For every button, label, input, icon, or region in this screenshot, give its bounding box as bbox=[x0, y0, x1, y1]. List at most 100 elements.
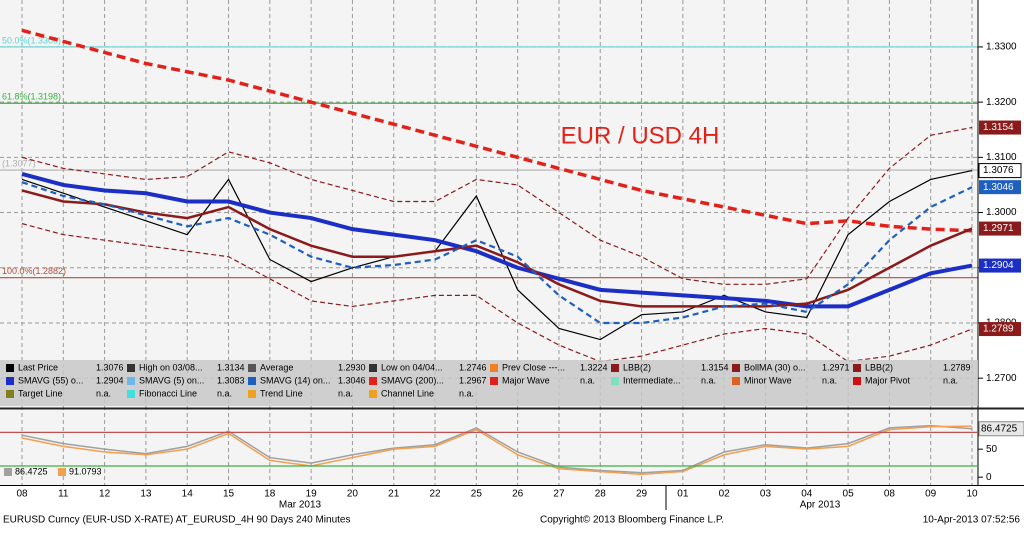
x-tick-label: 29 bbox=[636, 489, 648, 500]
y-tick-label: 0 bbox=[986, 472, 992, 483]
x-tick-label: 21 bbox=[388, 489, 400, 500]
x-tick-label: 05 bbox=[843, 489, 855, 500]
legend-swatch bbox=[6, 364, 14, 372]
price-tag bbox=[979, 258, 1021, 273]
series-line bbox=[21, 28, 973, 233]
legend-label: Fibonacci Line bbox=[139, 388, 197, 398]
series-line bbox=[21, 189, 973, 308]
legend-label: Low on 04/04... bbox=[381, 362, 443, 372]
legend-swatch bbox=[490, 364, 498, 372]
x-tick-label: 20 bbox=[347, 489, 359, 500]
legend-value: n.a. bbox=[580, 375, 595, 385]
price-tag bbox=[978, 421, 1024, 437]
y-tick-label: 50 bbox=[986, 444, 998, 455]
legend-value: n.a. bbox=[96, 388, 111, 398]
x-tick-label: 02 bbox=[719, 489, 731, 500]
legend-swatch bbox=[248, 377, 256, 385]
footer-bg bbox=[0, 510, 1024, 528]
legend-value: n.a. bbox=[338, 388, 353, 398]
y-tick-label: 1.2700 bbox=[986, 373, 1017, 384]
price-tag bbox=[979, 180, 1021, 195]
x-tick-label: 22 bbox=[429, 489, 441, 500]
legend-value: 1.3224 bbox=[580, 362, 608, 372]
x-tick-label: 12 bbox=[99, 489, 111, 500]
legend-label: Major Wave bbox=[502, 375, 550, 385]
level-label: 61.8%(1.3198) bbox=[2, 92, 61, 102]
legend-value: 1.3154 bbox=[701, 362, 729, 372]
x-tick-label: 27 bbox=[553, 489, 565, 500]
legend-label: Trend Line bbox=[260, 388, 303, 398]
x-tick-label: 19 bbox=[306, 489, 318, 500]
legend-swatch bbox=[732, 377, 740, 385]
price-tag-label: 1.2789 bbox=[983, 324, 1014, 335]
legend-label: BollMA (30) o... bbox=[744, 362, 806, 372]
x-tick-label: 25 bbox=[471, 489, 483, 500]
legend-swatch bbox=[248, 390, 256, 398]
legend-value: 1.3076 bbox=[96, 362, 124, 372]
x-tick-label: 08 bbox=[884, 489, 896, 500]
x-tick-label: 26 bbox=[512, 489, 524, 500]
footer-center: Copyright© 2013 Bloomberg Finance L.P. bbox=[540, 515, 724, 526]
footer-left: EURUSD Curncy (EUR-USD X-RATE) AT_EURUSD… bbox=[3, 515, 351, 526]
x-tick-label: 09 bbox=[925, 489, 937, 500]
legend-swatch bbox=[127, 377, 135, 385]
legend-label: Target Line bbox=[18, 388, 63, 398]
legend-label: Channel Line bbox=[381, 388, 434, 398]
legend-swatch bbox=[369, 390, 377, 398]
legend-value: 1.2930 bbox=[338, 362, 366, 372]
legend-swatch bbox=[732, 364, 740, 372]
price-tag-label: 1.3076 bbox=[983, 165, 1014, 176]
x-tick-label: 14 bbox=[182, 489, 194, 500]
x-tick-label: 01 bbox=[677, 489, 689, 500]
legend-label: SMAVG (200)... bbox=[381, 375, 444, 385]
legend-swatch bbox=[6, 377, 14, 385]
legend-value: 91.0793 bbox=[69, 466, 102, 476]
legend-swatch bbox=[4, 468, 12, 476]
series-line bbox=[21, 425, 973, 476]
x-tick-label: 15 bbox=[223, 489, 235, 500]
legend-swatch bbox=[853, 364, 861, 372]
legend-swatch bbox=[369, 377, 377, 385]
legend-label: LBB(2) bbox=[865, 362, 893, 372]
series-line bbox=[21, 126, 973, 285]
legend-value: n.a. bbox=[459, 388, 474, 398]
legend-value: n.a. bbox=[822, 375, 837, 385]
legend-label: SMAVG (14) on... bbox=[260, 375, 330, 385]
price-tag-label: 1.2971 bbox=[983, 223, 1014, 234]
legend-swatch bbox=[127, 390, 135, 398]
legend-label: Minor Wave bbox=[744, 375, 792, 385]
series-line bbox=[21, 170, 973, 341]
price-tag bbox=[979, 120, 1021, 135]
price-tag-label: 1.2904 bbox=[983, 260, 1014, 271]
y-tick-label: 1.3300 bbox=[986, 42, 1017, 53]
legend-label: SMAVG (55) o... bbox=[18, 375, 83, 385]
legend-swatch bbox=[490, 377, 498, 385]
legend-value: 1.3134 bbox=[217, 362, 245, 372]
legend-value: 86.4725 bbox=[15, 466, 48, 476]
x-tick-label: 13 bbox=[140, 489, 152, 500]
month-label: Mar 2013 bbox=[279, 500, 322, 511]
series-line bbox=[21, 424, 973, 474]
price-tag bbox=[979, 322, 1021, 337]
legend-swatch bbox=[611, 364, 619, 372]
legend-label: Major Pivot bbox=[865, 375, 911, 385]
level-label: (1.3077) bbox=[2, 158, 36, 168]
legend-label: High on 03/08... bbox=[139, 362, 203, 372]
legend-swatch bbox=[853, 377, 861, 385]
x-tick-label: 10 bbox=[966, 489, 978, 500]
legend-label: Intermediate... bbox=[623, 375, 681, 385]
y-tick-label: 1.3100 bbox=[986, 152, 1017, 163]
legend-label: Last Price bbox=[18, 362, 58, 372]
footer-right: 10-Apr-2013 07:52:56 bbox=[923, 515, 1021, 526]
x-tick-label: 03 bbox=[760, 489, 772, 500]
month-label: Apr 2013 bbox=[800, 500, 841, 511]
price-tag bbox=[979, 221, 1021, 236]
legend-value: 1.2746 bbox=[459, 362, 487, 372]
legend-value: n.a. bbox=[217, 388, 232, 398]
legend-label: SMAVG (5) on... bbox=[139, 375, 204, 385]
legend-label: Average bbox=[260, 362, 293, 372]
legend-value: n.a. bbox=[701, 375, 716, 385]
x-tick-label: 18 bbox=[264, 489, 276, 500]
